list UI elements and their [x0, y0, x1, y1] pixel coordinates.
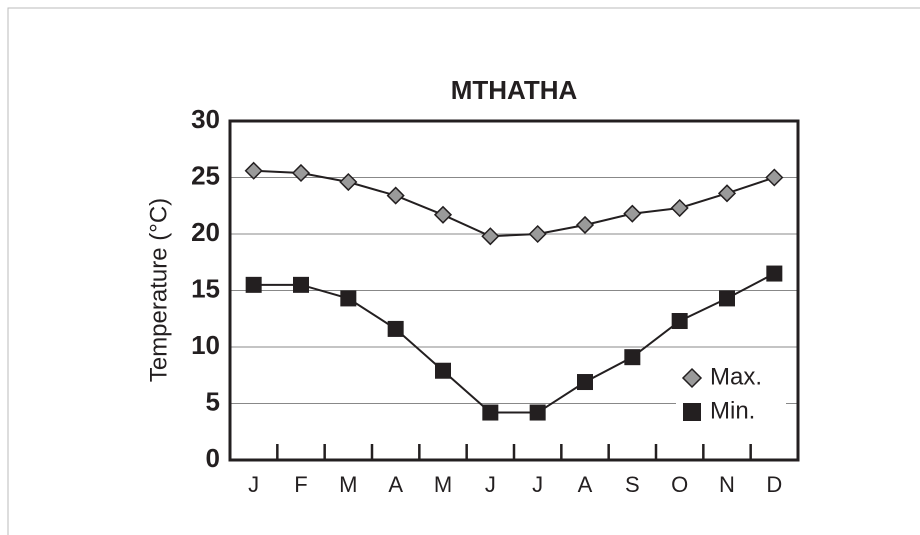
marker	[339, 172, 358, 192]
y-tick-label: 20	[191, 217, 220, 247]
y-tick-label: 10	[191, 330, 220, 360]
frame	[7, 7, 920, 535]
x-tick-label: J	[248, 472, 259, 497]
x-tick-label: A	[388, 472, 403, 497]
x-tick-label: N	[719, 472, 735, 497]
y-tick-label: 30	[191, 104, 220, 134]
y-tick-label: 15	[191, 273, 220, 303]
marker	[575, 215, 595, 235]
marker	[293, 276, 309, 293]
marker	[291, 163, 311, 183]
marker	[717, 184, 737, 203]
marker	[482, 404, 499, 421]
marker	[245, 276, 262, 293]
marker	[624, 349, 641, 366]
y-tick-label: 5	[206, 386, 220, 416]
marker	[528, 224, 547, 244]
marker	[529, 404, 546, 421]
x-tick-label: S	[625, 472, 640, 497]
y-tick-label: 25	[191, 160, 220, 190]
x-tick-label: D	[766, 472, 782, 497]
marker	[387, 320, 404, 337]
series-line	[253, 169, 775, 238]
marker	[435, 362, 451, 379]
legend-marker	[681, 367, 703, 389]
marker	[386, 186, 405, 205]
x-tick-label: O	[671, 472, 688, 497]
marker	[671, 313, 688, 330]
marker	[670, 198, 689, 218]
x-tick-label: J	[485, 472, 496, 497]
marker	[244, 161, 263, 180]
x-tick-label: A	[578, 472, 593, 497]
x-tick-label: F	[294, 472, 307, 497]
marker	[623, 204, 642, 223]
x-tick-label: M	[434, 472, 452, 497]
marker	[433, 205, 453, 224]
legend-label: Max.	[710, 363, 762, 390]
marker	[481, 227, 500, 246]
chart-title: MTHATHA	[451, 75, 578, 105]
marker	[577, 374, 593, 391]
y-tick-label: 0	[206, 443, 220, 473]
x-tick-label: M	[339, 472, 357, 497]
marker	[340, 290, 357, 307]
x-tick-label: J	[532, 472, 543, 497]
marker	[719, 290, 735, 307]
legend-marker	[683, 403, 701, 421]
legend-label: Min.	[710, 397, 755, 424]
y-axis-title: Temperature (°C)	[145, 198, 172, 382]
marker	[765, 168, 784, 187]
marker	[766, 265, 783, 282]
plot-frame	[228, 119, 800, 462]
